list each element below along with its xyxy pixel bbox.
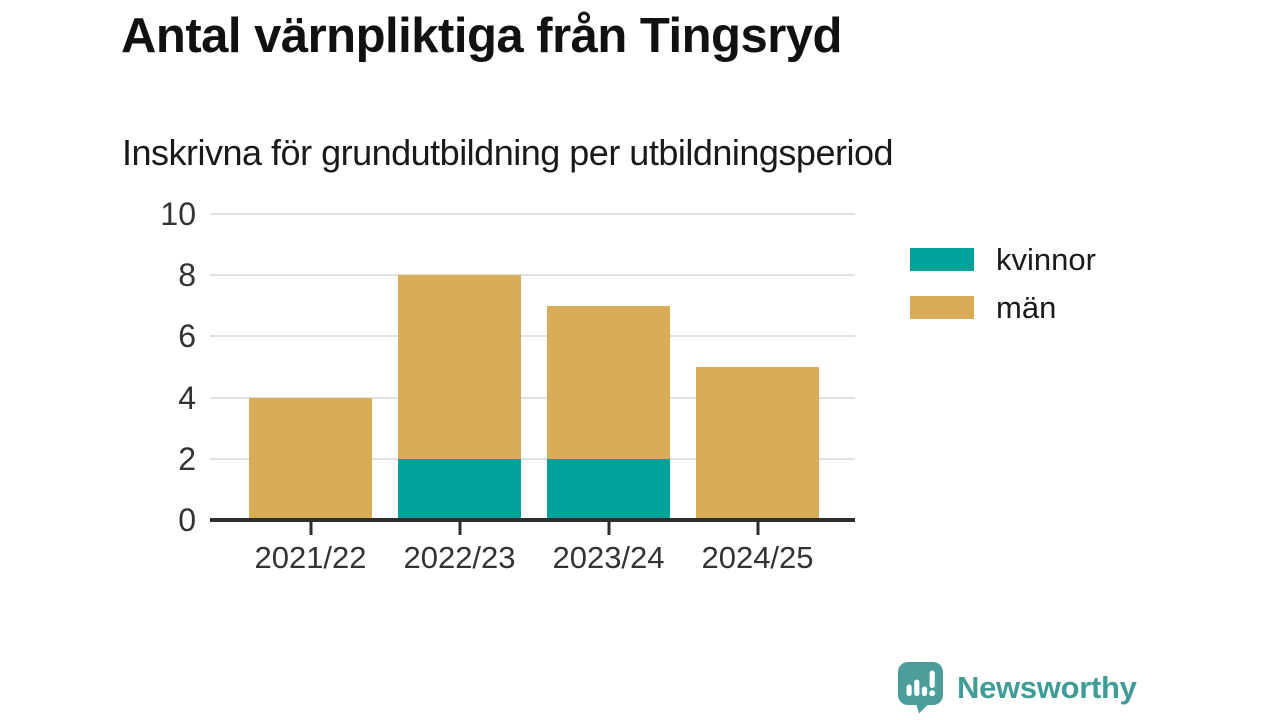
- y-axis-tick-label: 4: [178, 379, 196, 416]
- gridline-10: [210, 213, 855, 215]
- bar-stack: [398, 275, 521, 520]
- legend-item-kvinnor: kvinnor: [910, 242, 1096, 276]
- legend: kvinnor män: [910, 242, 1096, 338]
- bar-segment-kvinnor: [547, 458, 670, 520]
- bar-stack: [249, 397, 372, 520]
- legend-swatch: [910, 247, 974, 271]
- legend-swatch: [910, 295, 974, 319]
- x-axis-tick: [607, 522, 610, 535]
- x-axis-label: 2022/23: [403, 540, 516, 575]
- legend-item-män: män: [910, 290, 1096, 324]
- bar-segment-kvinnor: [398, 458, 521, 520]
- chart-title: Antal värnpliktiga från Tingsryd: [121, 9, 842, 63]
- gridline-8: [210, 274, 855, 277]
- x-axis: 2021/22 2022/23 2023/24 2024/25: [210, 520, 855, 584]
- x-axis-label: 2021/22: [254, 540, 367, 575]
- bar-segment-män: [398, 275, 521, 459]
- newsworthy-icon: [898, 662, 943, 714]
- newsworthy-wordmark: Newsworthy: [957, 669, 1137, 705]
- x-axis-line: [210, 518, 855, 522]
- y-axis: 0 2 4 6 8 10: [96, 198, 196, 536]
- bar-stack: [696, 367, 819, 520]
- x-axis-label: 2024/25: [701, 540, 814, 575]
- y-axis-tick-label: 8: [178, 257, 196, 294]
- x-axis-label: 2023/24: [552, 540, 665, 575]
- gridline-6: [210, 335, 855, 338]
- bar-stack: [547, 305, 670, 520]
- bar-group-2022-23: [385, 214, 534, 520]
- bar-segment-män: [547, 305, 670, 459]
- gridline-2: [210, 457, 855, 460]
- bars-row: [236, 214, 832, 520]
- bar-segment-män: [249, 397, 372, 520]
- x-axis-tick: [756, 522, 759, 535]
- plot-area: [210, 213, 855, 522]
- gridline-4: [210, 396, 855, 399]
- legend-label: kvinnor: [996, 241, 1096, 277]
- y-axis-tick-label: 2: [178, 440, 196, 477]
- chart-subtitle: Inskrivna för grundutbildning per utbild…: [122, 132, 894, 173]
- bar-segment-män: [696, 367, 819, 520]
- newsworthy-logo: Newsworthy: [897, 661, 1137, 714]
- y-axis-tick-label: 10: [160, 196, 196, 232]
- bar-group-2021-22: [236, 214, 385, 520]
- x-axis-tick: [309, 522, 312, 535]
- y-axis-tick-label: 0: [178, 502, 196, 538]
- legend-label: män: [996, 289, 1057, 325]
- y-axis-tick-label: 6: [178, 318, 196, 355]
- bar-group-2023-24: [534, 214, 683, 520]
- x-axis-tick: [458, 522, 461, 535]
- bar-group-2024-25: [683, 214, 832, 520]
